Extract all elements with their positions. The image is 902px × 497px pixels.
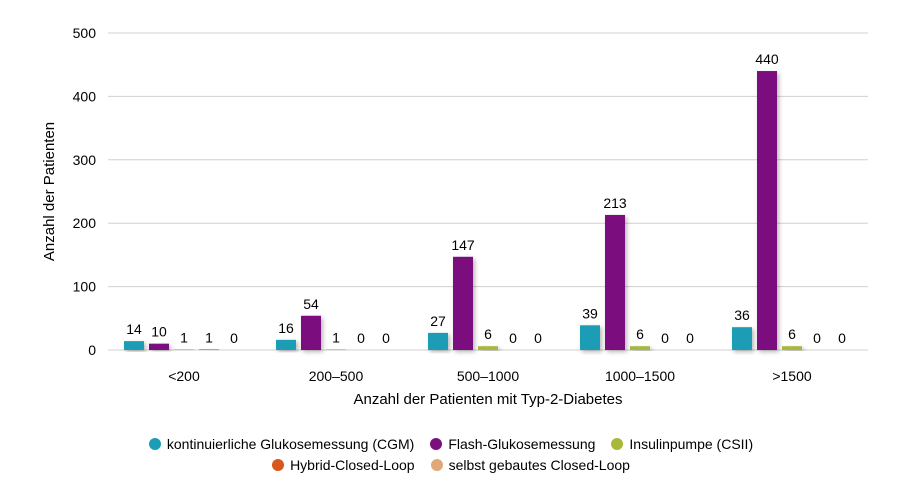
- x-tick-label: <200: [168, 368, 200, 384]
- data-label: 54: [303, 296, 319, 312]
- y-tick-label: 400: [73, 88, 97, 104]
- bar: [276, 339, 296, 350]
- data-label: 39: [582, 305, 598, 321]
- data-label: 0: [357, 330, 365, 346]
- data-label: 27: [430, 313, 446, 329]
- bar: [428, 332, 448, 350]
- legend-item-hybrid: Hybrid-Closed-Loop: [272, 456, 415, 474]
- data-label: 440: [755, 51, 779, 67]
- x-tick-label: 1000–1500: [605, 368, 675, 384]
- bar: [199, 349, 219, 350]
- data-label: 0: [230, 330, 238, 346]
- data-label: 0: [509, 330, 517, 346]
- legend-label-diy: selbst gebautes Closed-Loop: [448, 457, 630, 473]
- legend-label-hybrid: Hybrid-Closed-Loop: [290, 457, 415, 473]
- x-tick-label: >1500: [772, 368, 812, 384]
- bar: [732, 327, 752, 350]
- bar: [301, 315, 321, 350]
- x-tick-label: 500–1000: [457, 368, 520, 384]
- legend-marker-diy: [430, 459, 443, 471]
- data-label: 16: [278, 320, 294, 336]
- data-label: 10: [151, 324, 167, 340]
- data-label: 0: [686, 330, 694, 346]
- y-tick-label: 500: [73, 25, 97, 41]
- x-tick-label: 200–500: [309, 368, 364, 384]
- bar: [326, 349, 346, 350]
- data-label: 1: [180, 329, 188, 345]
- y-axis-title: Anzahl der Patienten: [41, 122, 58, 261]
- y-tick-label: 200: [73, 215, 97, 231]
- data-label: 6: [636, 326, 644, 342]
- data-label: 0: [661, 330, 669, 346]
- bar: [149, 343, 169, 350]
- bar: [782, 346, 802, 350]
- data-label: 0: [813, 330, 821, 346]
- bar: [124, 341, 144, 350]
- data-label: 0: [534, 330, 542, 346]
- legend-item-csii: Insulinpumpe (CSII): [611, 435, 753, 453]
- data-label: 1: [332, 329, 340, 345]
- legend-item-flash: Flash-Glukosemessung: [430, 435, 595, 453]
- data-label: 0: [838, 330, 846, 346]
- legend-item-diy: selbst gebautes Closed-Loop: [430, 456, 630, 474]
- bar: [580, 325, 600, 350]
- legend-label-csii: Insulinpumpe (CSII): [629, 436, 754, 452]
- data-label: 1: [205, 329, 213, 345]
- legend-marker-hybrid: [272, 459, 285, 471]
- data-label: 0: [382, 330, 390, 346]
- legend-marker-cgm: [148, 438, 161, 450]
- bar: [605, 214, 625, 350]
- legend-row-1: kontinuierliche Glukosemessung (CGM) Fla…: [0, 435, 902, 453]
- y-tick-label: 100: [73, 279, 97, 295]
- data-label: 213: [603, 195, 627, 211]
- bar: [757, 71, 777, 350]
- bar: [453, 256, 473, 350]
- legend-label-flash: Flash-Glukosemessung: [448, 436, 596, 452]
- bar: [174, 349, 194, 350]
- data-label: 147: [451, 237, 475, 253]
- data-label: 36: [734, 307, 750, 323]
- y-tick-label: 0: [88, 342, 96, 358]
- bar: [478, 346, 498, 350]
- legend-item-cgm: kontinuierliche Glukosemessung (CGM): [148, 435, 415, 453]
- legend-row-2: Hybrid-Closed-Loop selbst gebautes Close…: [0, 456, 902, 474]
- data-label: 6: [484, 326, 492, 342]
- y-tick-label: 300: [73, 152, 97, 168]
- legend-marker-csii: [611, 438, 624, 450]
- x-axis-title: Anzahl der Patienten mit Typ-2-Diabetes: [353, 391, 622, 408]
- bar: [630, 346, 650, 350]
- data-label: 6: [788, 326, 796, 342]
- legend-marker-flash: [430, 438, 443, 450]
- data-label: 14: [126, 321, 142, 337]
- legend-label-cgm: kontinuierliche Glukosemessung (CGM): [166, 436, 415, 452]
